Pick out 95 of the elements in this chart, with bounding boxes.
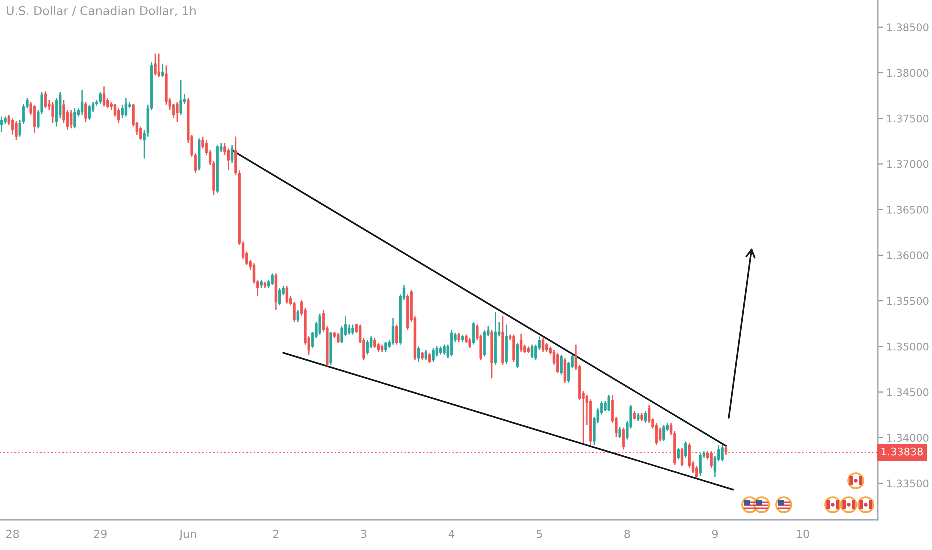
x-tick-label: 5	[536, 530, 542, 538]
y-tick-label: 1.36000	[887, 252, 929, 260]
candlestick	[271, 273, 274, 286]
candlestick	[44, 90, 48, 110]
x-tick-label: 2	[273, 530, 279, 538]
candlestick	[564, 358, 567, 384]
candlestick	[556, 352, 560, 374]
candlestick	[33, 104, 36, 134]
candlestick	[604, 400, 607, 412]
candlestick	[99, 92, 102, 105]
y-tick-label: 1.37000	[887, 160, 929, 168]
candlestick	[158, 53, 160, 78]
candlestick	[252, 263, 256, 284]
candlestick	[296, 310, 300, 323]
candlestick	[154, 53, 157, 76]
candlestick	[618, 426, 622, 439]
ref-line-label: 1.33838	[882, 448, 923, 456]
x-tick-label: 8	[624, 530, 630, 538]
candlestick	[542, 338, 545, 353]
y-tick-label: 1.38000	[887, 69, 929, 78]
candlestick	[520, 333, 523, 353]
candlestick	[696, 466, 698, 479]
candlestick	[424, 350, 428, 361]
candlestick	[512, 334, 516, 363]
y-tick-label: 1.33500	[887, 480, 929, 488]
candlestick	[384, 341, 388, 353]
candlestick	[114, 103, 117, 118]
candlestick	[677, 447, 680, 460]
candlestick	[428, 352, 432, 364]
x-tick-label: 3	[361, 530, 367, 538]
y-tick-label: 1.34500	[887, 388, 929, 396]
candlestick	[658, 427, 662, 442]
x-tick-label: 28	[6, 530, 20, 538]
candlestick	[680, 447, 684, 467]
candlestick	[286, 286, 289, 304]
candlestick	[88, 104, 91, 122]
candlestick	[458, 332, 460, 343]
candlestick	[352, 324, 354, 336]
candlestick	[644, 410, 648, 424]
candlestick	[721, 444, 724, 462]
candlestick	[52, 102, 54, 124]
x-tick-label: 10	[797, 530, 810, 538]
y-tick-label: 1.35000	[887, 342, 929, 351]
y-tick-label: 1.35500	[887, 297, 929, 306]
candlestick	[377, 342, 380, 353]
candlestick	[483, 330, 486, 358]
candlestick	[0, 116, 4, 133]
x-tick-label: Jun	[179, 530, 196, 540]
candlestick	[180, 80, 182, 116]
y-tick-label: 1.38500	[887, 24, 929, 32]
candlestick	[662, 424, 666, 442]
candlestick	[450, 330, 454, 358]
candlestick	[608, 394, 610, 412]
candlestick	[230, 144, 234, 164]
candlestick	[560, 354, 563, 376]
candlestick	[84, 102, 88, 123]
y-tick-label: 1.37500	[887, 114, 929, 123]
candlestick	[684, 440, 688, 459]
candlestick	[392, 318, 395, 346]
candlestick	[140, 126, 142, 142]
candlestick	[318, 313, 322, 336]
candlestick	[374, 338, 376, 350]
candlestick	[176, 102, 179, 123]
candlestick	[80, 90, 84, 116]
candlestick	[278, 288, 282, 306]
x-tick-label: 9	[712, 530, 718, 538]
x-tick-label: 4	[448, 530, 455, 538]
y-tick-label: 1.36500	[887, 206, 929, 214]
candlestick	[348, 324, 351, 336]
candlestick	[70, 110, 73, 130]
candlestick	[161, 63, 164, 78]
candlestick	[655, 422, 658, 446]
candlestick	[366, 340, 370, 356]
candlestick	[622, 427, 626, 450]
candlestick	[699, 452, 702, 477]
candlestick	[102, 86, 106, 108]
candlestick	[530, 344, 534, 360]
candlestick	[443, 344, 446, 356]
candlestick	[121, 104, 124, 120]
candlestick	[418, 346, 420, 363]
candlestick	[118, 108, 120, 124]
candlestick	[472, 321, 476, 346]
candlestick	[172, 103, 176, 120]
x-tick-label: 29	[94, 530, 107, 538]
candlestick	[546, 342, 548, 353]
candlestick	[74, 108, 76, 130]
y-tick-label: 1.34000	[887, 434, 929, 442]
chart-title: U.S. Dollar / Canadian Dollar, 1h	[7, 6, 196, 17]
candlestick	[124, 98, 128, 118]
candlestick	[396, 324, 398, 346]
candlestick	[516, 342, 519, 370]
candlestick	[468, 338, 472, 350]
candlestick	[432, 348, 435, 363]
candlestick	[15, 120, 18, 142]
candlestick	[337, 332, 340, 344]
